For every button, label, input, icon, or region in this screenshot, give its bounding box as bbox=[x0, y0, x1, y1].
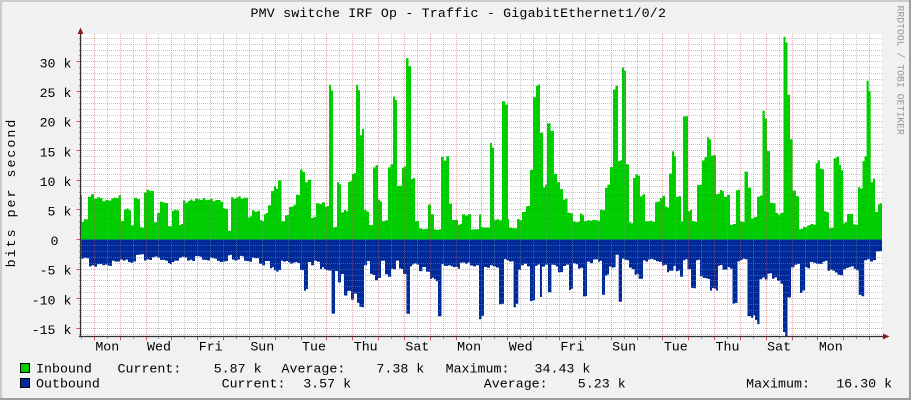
svg-text:-10 k: -10 k bbox=[32, 293, 72, 308]
svg-text:Wed: Wed bbox=[509, 340, 533, 355]
svg-text:Average:: Average: bbox=[282, 362, 346, 377]
svg-text:-15 k: -15 k bbox=[32, 323, 72, 338]
svg-text:5.23 k: 5.23 k bbox=[578, 377, 626, 392]
svg-text:7.38 k: 7.38 k bbox=[376, 362, 424, 377]
svg-text:Mon: Mon bbox=[457, 340, 481, 355]
svg-text:Maximum:: Maximum: bbox=[446, 362, 510, 377]
svg-text:bits per second: bits per second bbox=[4, 118, 19, 268]
svg-text:Outbound: Outbound bbox=[36, 377, 100, 392]
svg-text:3.57 k: 3.57 k bbox=[303, 377, 351, 392]
svg-text:Mon: Mon bbox=[819, 340, 843, 355]
svg-text:15 k: 15 k bbox=[40, 145, 72, 160]
svg-text:Current:: Current: bbox=[222, 377, 286, 392]
svg-text:25 k: 25 k bbox=[40, 86, 72, 101]
svg-text:Sat: Sat bbox=[767, 340, 791, 355]
svg-text:Tue: Tue bbox=[302, 340, 326, 355]
svg-text:Thu: Thu bbox=[354, 340, 378, 355]
svg-text:5 k: 5 k bbox=[48, 205, 72, 220]
svg-text:5.87 k: 5.87 k bbox=[214, 362, 262, 377]
svg-text:Wed: Wed bbox=[147, 340, 171, 355]
svg-text:Fri: Fri bbox=[560, 340, 584, 355]
svg-text:16.30 k: 16.30 k bbox=[836, 377, 892, 392]
svg-text:Maximum:: Maximum: bbox=[746, 377, 810, 392]
svg-text:Sun: Sun bbox=[612, 340, 636, 355]
svg-text:10 k: 10 k bbox=[40, 175, 72, 190]
svg-text:Tue: Tue bbox=[664, 340, 688, 355]
svg-text:20 k: 20 k bbox=[40, 116, 72, 131]
svg-text:RRDTOOL / TOBI OETIKER: RRDTOOL / TOBI OETIKER bbox=[895, 6, 906, 135]
svg-text:Current:: Current: bbox=[118, 362, 182, 377]
svg-text:-5 k: -5 k bbox=[40, 264, 72, 279]
svg-text:30 k: 30 k bbox=[40, 57, 72, 72]
svg-text:Fri: Fri bbox=[199, 340, 223, 355]
svg-text:Average:: Average: bbox=[484, 377, 548, 392]
svg-text:34.43 k: 34.43 k bbox=[535, 362, 591, 377]
svg-text:PMV switche IRF Op - Traffic -: PMV switche IRF Op - Traffic - GigabitEt… bbox=[250, 6, 666, 21]
svg-text:Sat: Sat bbox=[405, 340, 429, 355]
svg-text:Sun: Sun bbox=[250, 340, 274, 355]
svg-text:0: 0 bbox=[51, 234, 59, 249]
svg-text:Mon: Mon bbox=[95, 340, 119, 355]
svg-text:Thu: Thu bbox=[716, 340, 740, 355]
svg-text:Inbound: Inbound bbox=[36, 362, 92, 377]
